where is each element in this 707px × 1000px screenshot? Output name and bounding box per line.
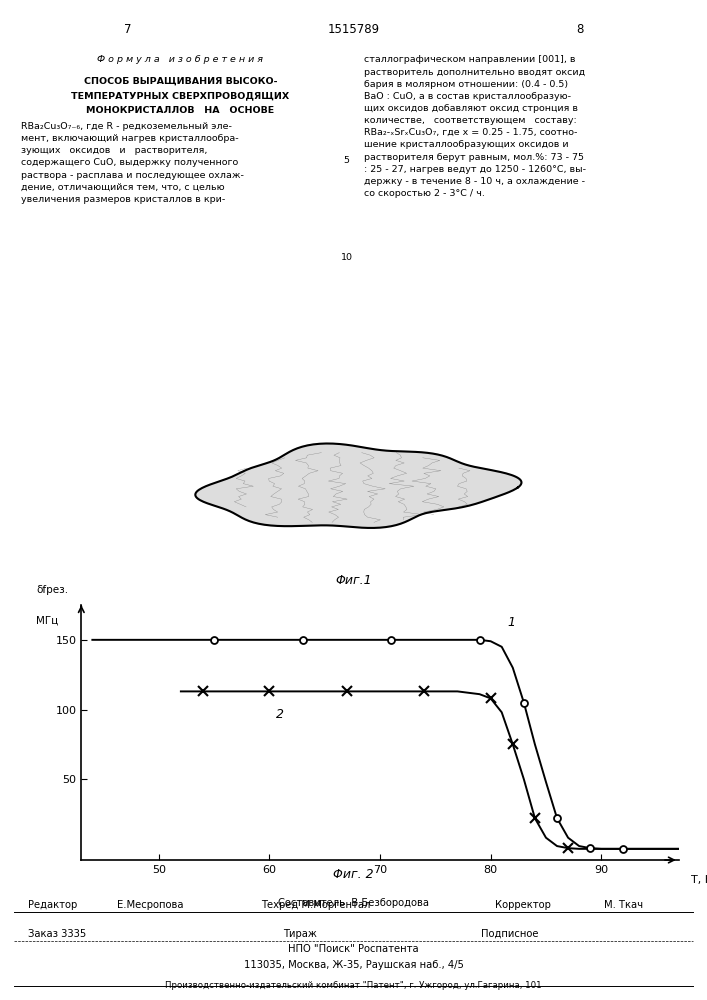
Text: НПО "Поиск" Роспатента: НПО "Поиск" Роспатента <box>288 944 419 954</box>
Text: Φиг.1: Φиг.1 <box>335 574 372 587</box>
Text: МОНОКРИСТАЛЛОВ   НА   ОСНОВЕ: МОНОКРИСТАЛЛОВ НА ОСНОВЕ <box>86 106 274 115</box>
Text: МГц: МГц <box>37 615 59 625</box>
Text: Редактор: Редактор <box>28 900 78 910</box>
Text: М. Ткач: М. Ткач <box>604 900 643 910</box>
Text: RBa₂Cu₃O₇₋₆, где R - редкоземельный эле-
мент, включающий нагрев кристаллообра-
: RBa₂Cu₃O₇₋₆, где R - редкоземельный эле-… <box>21 122 244 204</box>
Text: 113035, Москва, Ж-35, Раушская наб., 4/5: 113035, Москва, Ж-35, Раушская наб., 4/5 <box>244 960 463 970</box>
Text: 7: 7 <box>124 23 131 36</box>
Polygon shape <box>195 444 522 528</box>
Text: Ф о р м у л а   и з о б р е т е н и я: Ф о р м у л а и з о б р е т е н и я <box>98 55 264 64</box>
Text: Тираж: Тираж <box>283 929 317 939</box>
Text: δfрез.: δfрез. <box>37 585 69 595</box>
Text: ТЕМПЕРАТУРНЫХ СВЕРХПРОВОДЯЩИХ: ТЕМПЕРАТУРНЫХ СВЕРХПРОВОДЯЩИХ <box>71 91 290 100</box>
Text: Техред М.Моргентал: Техред М.Моргентал <box>262 900 371 910</box>
Text: Корректор: Корректор <box>495 900 551 910</box>
Text: 10: 10 <box>341 253 353 262</box>
Text: 5: 5 <box>344 156 350 165</box>
Text: СПОСОБ ВЫРАЩИВАНИЯ ВЫСОКО-: СПОСОБ ВЫРАЩИВАНИЯ ВЫСОКО- <box>83 77 277 86</box>
Text: Составитель  В.Безбородова: Составитель В.Безбородова <box>278 898 429 908</box>
Text: 1515789: 1515789 <box>327 23 380 36</box>
Text: Подписное: Подписное <box>481 929 538 939</box>
Text: Φиг. 2: Φиг. 2 <box>333 868 374 882</box>
Text: сталлографическом направлении [001], в
растворитель дополнительно вводят оксид
б: сталлографическом направлении [001], в р… <box>363 55 585 198</box>
Text: 2: 2 <box>276 708 284 721</box>
Text: Производственно-издательский комбинат "Патент", г. Ужгород, ул.Гагарина, 101: Производственно-издательский комбинат "П… <box>165 981 542 990</box>
Text: Е.Месропова: Е.Месропова <box>117 900 183 910</box>
Text: T, K: T, K <box>691 875 707 885</box>
Text: 1: 1 <box>507 616 515 629</box>
Text: Заказ 3335: Заказ 3335 <box>28 929 86 939</box>
Text: 8: 8 <box>576 23 583 36</box>
